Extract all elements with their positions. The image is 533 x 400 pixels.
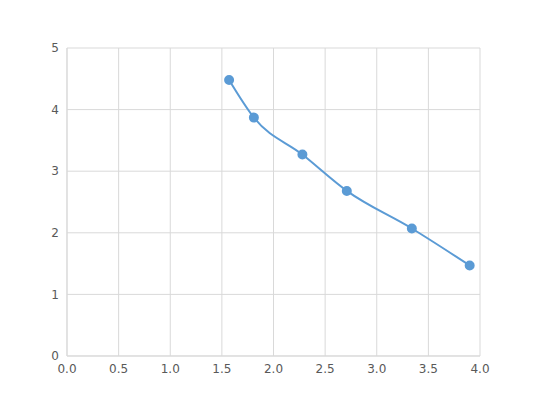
svg-text:0: 0 — [51, 349, 59, 363]
svg-text:2.0: 2.0 — [264, 362, 283, 376]
svg-text:5: 5 — [51, 41, 59, 55]
svg-text:1: 1 — [51, 288, 59, 302]
svg-text:3.0: 3.0 — [367, 362, 386, 376]
svg-text:0.5: 0.5 — [109, 362, 128, 376]
svg-text:2.5: 2.5 — [316, 362, 335, 376]
svg-text:4.0: 4.0 — [470, 362, 489, 376]
svg-text:4: 4 — [51, 103, 59, 117]
svg-text:3.5: 3.5 — [419, 362, 438, 376]
svg-text:0.0: 0.0 — [57, 362, 76, 376]
svg-text:1.5: 1.5 — [212, 362, 231, 376]
svg-text:1.0: 1.0 — [161, 362, 180, 376]
svg-text:2: 2 — [51, 226, 59, 240]
svg-text:3: 3 — [51, 164, 59, 178]
